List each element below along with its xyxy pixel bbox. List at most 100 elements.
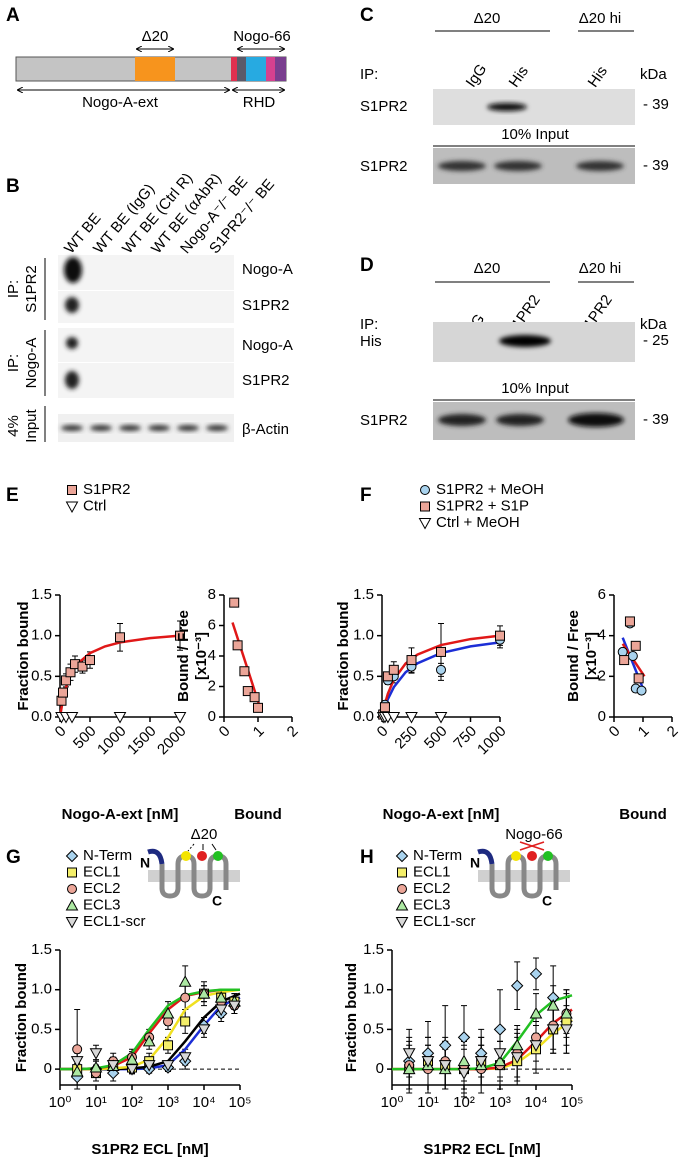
marker xyxy=(529,1040,543,1052)
marker xyxy=(125,1064,139,1076)
marker xyxy=(85,655,95,666)
y-tick-label: 1.5 xyxy=(353,586,374,603)
domain-label: Nogo-A-ext xyxy=(82,94,159,111)
group-label: Δ20 hi xyxy=(579,260,622,277)
x-tick-label: 10⁴ xyxy=(192,1094,215,1111)
y-tick-label: 0 xyxy=(376,1060,384,1077)
panel-label: G xyxy=(6,847,21,868)
band-label: S1PR2 xyxy=(242,297,290,314)
x-tick-label: 0 xyxy=(216,723,234,741)
ip-label: 4% xyxy=(5,415,22,437)
x-tick-label: 10³ xyxy=(489,1094,511,1111)
row-label: His xyxy=(360,333,382,350)
marker xyxy=(624,616,635,627)
inset-label: C xyxy=(542,893,552,909)
marker xyxy=(58,687,68,698)
x-tick-label: 1000 xyxy=(94,723,130,759)
inset-label: N xyxy=(140,855,150,871)
y-tick-label: 1.0 xyxy=(31,981,52,998)
marker xyxy=(89,1048,103,1060)
marker xyxy=(438,1060,452,1072)
ip-label: IP: xyxy=(360,316,378,333)
marker xyxy=(142,1060,156,1072)
x-tick-label: 0 xyxy=(52,723,70,741)
marker xyxy=(142,1034,156,1047)
marker xyxy=(636,685,647,696)
x-tick-label: 250 xyxy=(391,723,421,753)
band-label: Nogo-A xyxy=(242,337,293,354)
marker xyxy=(438,1039,452,1052)
panel-label: C xyxy=(360,5,374,26)
legend-marker xyxy=(420,501,430,512)
marker xyxy=(70,1056,84,1068)
x-tick-label: 1 xyxy=(635,723,653,741)
group-label: Δ20 xyxy=(474,10,501,27)
marker xyxy=(89,1060,103,1073)
y-tick-label: 2 xyxy=(598,667,606,684)
marker xyxy=(560,1024,573,1036)
legend-marker xyxy=(420,485,430,495)
y-axis-label: Fraction bound xyxy=(13,963,30,1072)
domain-map: Δ20 Nogo-66 Nogo-A-ext RHD xyxy=(15,28,291,111)
panel-label: A xyxy=(6,5,20,26)
marker xyxy=(436,646,446,657)
marker xyxy=(65,712,79,724)
x-tick-label: 1 xyxy=(250,723,268,741)
x-tick-label: 10³ xyxy=(157,1094,179,1111)
legend-marker xyxy=(67,867,77,878)
legend-label: Ctrl + MeOH xyxy=(436,514,520,531)
mw-marker: - 39 xyxy=(643,157,669,174)
legend-label: ECL1 xyxy=(83,863,121,880)
marker xyxy=(113,712,127,724)
inset-label: N xyxy=(470,855,480,871)
marker xyxy=(402,1062,416,1075)
marker xyxy=(405,712,418,724)
marker xyxy=(70,1064,84,1077)
marker xyxy=(178,975,192,987)
panel-label: F xyxy=(360,485,372,506)
x-tick-label: 1000 xyxy=(474,723,510,759)
legend-label: ECL2 xyxy=(413,880,451,897)
chart: 0 0.5 1.0 1.5 10⁰ 10¹ 10² 10³ 10⁴ 10⁵ Fraction bou… xyxy=(13,847,251,1158)
panel-label: E xyxy=(6,485,19,506)
kda-label: kDa xyxy=(640,66,667,83)
marker xyxy=(163,1040,173,1051)
marker xyxy=(382,671,393,682)
legend-marker xyxy=(397,867,407,878)
marker xyxy=(180,1016,191,1027)
marker xyxy=(633,673,644,684)
legend-label: ECL1 xyxy=(413,863,451,880)
blot-panel-c: Δ20 Δ20 hi IP: IgG His His kDa S1PR2 - 3… xyxy=(360,10,669,184)
marker xyxy=(421,1056,435,1068)
ip-label: S1PR2 xyxy=(23,265,40,313)
band-label: β-Actin xyxy=(242,421,289,438)
x-axis-label: Nogo-A-ext [nM] xyxy=(383,806,500,823)
marker xyxy=(214,1004,228,1017)
y-tick-label: 4 xyxy=(208,647,216,664)
legend-marker xyxy=(395,917,409,929)
x-tick-label: 10⁴ xyxy=(524,1094,547,1111)
marker xyxy=(379,702,390,713)
y-tick-label: 0.5 xyxy=(31,667,52,684)
x-tick-label: 0 xyxy=(606,723,624,741)
x-tick-label: 10¹ xyxy=(85,1094,107,1111)
y-tick-label: 1.0 xyxy=(363,981,384,998)
y-tick-label: 0 xyxy=(208,708,216,725)
row-label: S1PR2 xyxy=(360,98,408,115)
x-axis-label: Bound xyxy=(234,806,281,823)
y-tick-label: 1.5 xyxy=(363,941,384,958)
x-axis-label: Bound xyxy=(619,806,666,823)
y-axis-label: Bound / Free xyxy=(565,610,582,702)
lane-label: IgG xyxy=(463,61,491,91)
marker xyxy=(214,991,228,1003)
y-axis-label: Bound / Free xyxy=(175,610,192,702)
y-tick-label: 0.0 xyxy=(353,708,374,725)
lane-label: His xyxy=(506,63,532,91)
x-tick-label: 1500 xyxy=(124,723,160,759)
marker xyxy=(106,1060,120,1072)
legend-label: ECL2 xyxy=(83,880,121,897)
domain-label: Δ20 xyxy=(142,28,169,45)
